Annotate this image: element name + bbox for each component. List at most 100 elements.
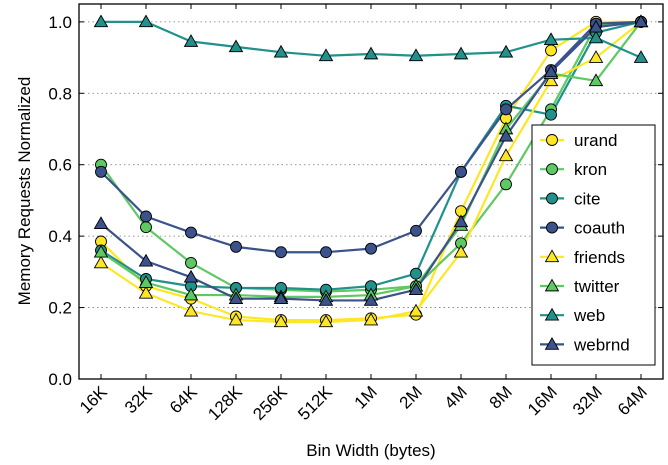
data-point-coauth [410,224,422,237]
data-point-coauth [275,246,287,259]
data-point-friends [498,148,514,162]
legend-marker [544,249,560,263]
data-point-web [633,50,649,63]
legend-marker [544,307,560,321]
x-tick-label: 256K [249,382,291,424]
legend-label: urand [574,131,617,150]
data-point-webrnd [138,253,154,267]
x-tick-label: 64M [614,382,651,419]
data-point-friends [363,312,379,326]
legend-label: cite [574,189,600,208]
data-point-webrnd [498,128,514,142]
data-point-friends [93,255,109,269]
data-point-coauth [140,210,152,223]
data-point-webrnd [543,64,559,78]
data-point-kron [185,256,197,269]
x-tick-label: 16M [524,382,561,419]
data-point-web [543,32,559,46]
data-point-web [588,30,604,44]
x-tick-label: 32M [569,382,606,419]
legend-label: friends [574,248,625,267]
data-point-friends [273,314,289,328]
legend-marker [546,221,558,234]
data-point-twitter [138,275,154,288]
legend-item-twitter: twitter [540,277,620,296]
data-point-webrnd [273,291,289,304]
data-point-friends [543,73,559,87]
legend-marker [546,134,558,146]
data-point-coauth [500,103,512,116]
data-point-friends [408,303,424,317]
legend-label: twitter [574,277,620,296]
data-point-friends [183,303,199,317]
y-tick-label: 0.8 [48,84,72,103]
x-axis-title: Bin Width (bytes) [306,441,435,460]
x-tick-label: 1M [351,382,381,412]
y-tick-label: 0.4 [48,227,72,246]
x-tick-label: 4M [441,382,471,412]
y-tick-label: 0.0 [48,370,72,389]
data-point-coauth [95,165,107,178]
legend-marker [544,336,560,350]
legend-marker [544,278,560,292]
data-point-cite [545,108,557,121]
y-axis-title: Memory Requests Normalized [15,77,34,306]
data-point-coauth [320,246,332,259]
legend: urand kron cite coauth friends twitter web webr… [531,124,656,366]
legend-item-kron: kron [540,160,607,179]
data-point-web [408,48,424,62]
legend-label: web [573,306,605,325]
series-markers [93,14,649,328]
data-point-friends [228,312,244,326]
legend-label: webrnd [573,335,630,354]
data-point-webrnd [633,14,649,28]
legend-marker [546,163,558,176]
data-point-coauth [455,165,467,178]
data-point-urand [545,44,557,57]
x-tick-label: 32K [121,382,156,417]
y-tick-label: 1.0 [48,13,72,32]
data-point-twitter [183,287,199,301]
data-point-web [228,39,244,53]
x-tick-label: 8M [486,382,516,412]
data-point-webrnd [453,214,469,228]
data-point-web [93,14,109,28]
x-tick-label: 64K [166,382,201,417]
data-point-web [453,46,469,60]
legend-label: coauth [574,219,625,238]
data-point-twitter [93,244,109,258]
legend-item-web: web [540,306,605,325]
data-point-webrnd [408,282,424,296]
legend-marker [546,192,558,205]
data-point-friends [588,50,604,63]
x-tick-label: 512K [294,382,336,424]
data-point-webrnd [363,293,379,306]
x-tick-label: 128K [204,382,246,424]
x-tick-label: 16K [76,382,111,417]
legend-item-urand: urand [540,131,617,150]
data-point-coauth [365,242,377,255]
data-point-coauth [185,226,197,239]
data-point-web [363,46,379,60]
data-point-web [498,44,514,58]
data-point-webrnd [228,291,244,304]
data-point-coauth [230,240,242,253]
y-tick-label: 0.2 [48,299,72,318]
data-point-web [273,44,289,58]
y-axis: 0.0 0.2 0.4 0.6 0.8 1.0 [48,13,663,389]
legend-label: kron [574,160,607,179]
data-point-web [183,34,199,47]
data-point-webrnd [183,269,199,283]
legend-item-webrnd: webrnd [540,335,630,354]
data-point-twitter [588,73,604,87]
data-point-friends [318,314,334,328]
data-point-webrnd [318,293,334,306]
legend-item-coauth: coauth [540,219,625,238]
data-point-web [138,14,154,28]
legend-item-cite: cite [540,189,600,208]
y-tick-label: 0.6 [48,156,72,175]
x-tick-label: 2M [396,382,426,412]
data-point-webrnd [588,19,604,33]
data-point-web [318,48,334,62]
